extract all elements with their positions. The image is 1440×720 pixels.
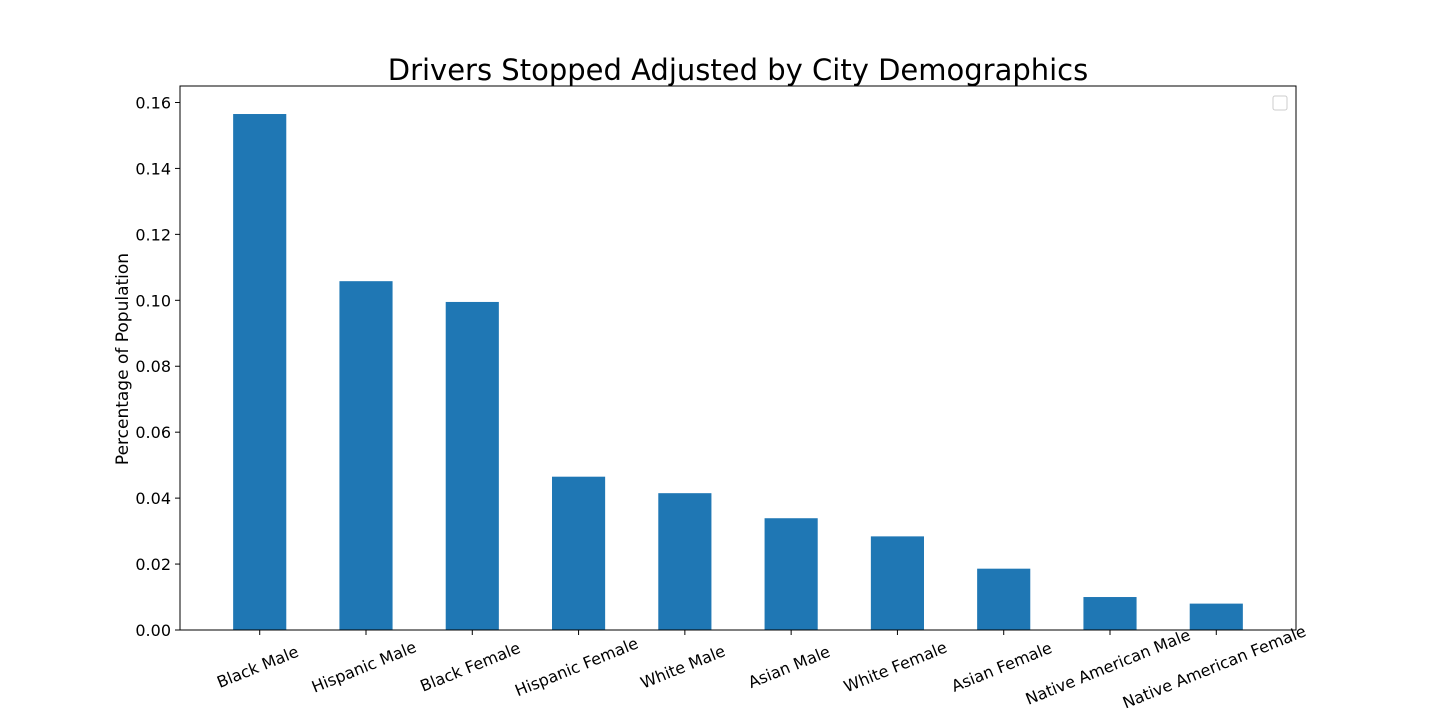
plot-frame: [179, 85, 1297, 631]
bar-white-male: [658, 493, 712, 630]
legend-box: [1272, 95, 1288, 111]
bar-hispanic-female: [552, 476, 606, 630]
bar-native-american-female: [1189, 603, 1243, 630]
x-tick-label: Asian Male: [745, 642, 832, 692]
bar-white-female: [870, 536, 924, 630]
chart-title: Drivers Stopped Adjusted by City Demogra…: [388, 53, 1089, 87]
y-axis-label: Percentage of Population: [113, 253, 133, 465]
y-tick-label: 0.16: [135, 93, 171, 112]
x-tick-label: White Female: [841, 638, 950, 697]
bar-native-american-male: [1083, 597, 1137, 630]
y-tick-label: 0.02: [135, 555, 171, 574]
x-tick-label: Hispanic Female: [512, 634, 641, 701]
y-tick-label: 0.12: [135, 225, 171, 244]
bar-hispanic-male: [339, 281, 393, 630]
x-tick-label: Black Female: [417, 638, 523, 695]
x-tick-label: Hispanic Male: [309, 637, 419, 696]
y-tick-label: 0.14: [135, 159, 171, 178]
y-tick-label: 0.00: [135, 621, 171, 640]
y-tick-label: 0.08: [135, 357, 171, 376]
x-tick-label: Black Male: [214, 642, 301, 692]
bars-group: [233, 114, 1243, 630]
y-tick-label: 0.06: [135, 423, 171, 442]
bar-black-female: [445, 301, 499, 630]
x-tick-label: Native American Female: [1120, 621, 1309, 712]
bar-asian-male: [764, 518, 818, 630]
x-tick-label: White Male: [638, 641, 728, 692]
x-tick-label: Native American Male: [1023, 625, 1193, 709]
y-tick-label: 0.04: [135, 489, 171, 508]
y-tick-label: 0.10: [135, 291, 171, 310]
y-ticks-group: 0.00 0.02 0.04 0.06 0.08 0.10 0.12 0.14 0.16: [135, 93, 180, 640]
bar-black-male: [233, 114, 287, 630]
bar-asian-female: [977, 568, 1031, 630]
